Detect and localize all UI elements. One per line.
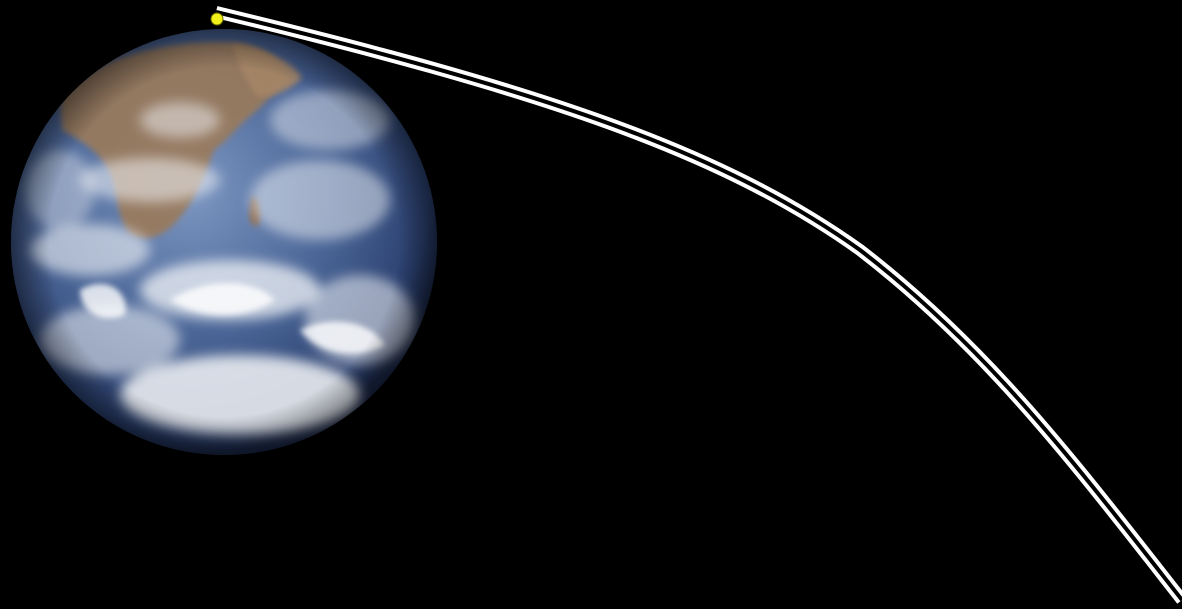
trajectory [214,6,1182,604]
earth-globe [11,29,437,455]
globe-limb-shade [11,29,437,455]
position-marker [210,12,224,26]
